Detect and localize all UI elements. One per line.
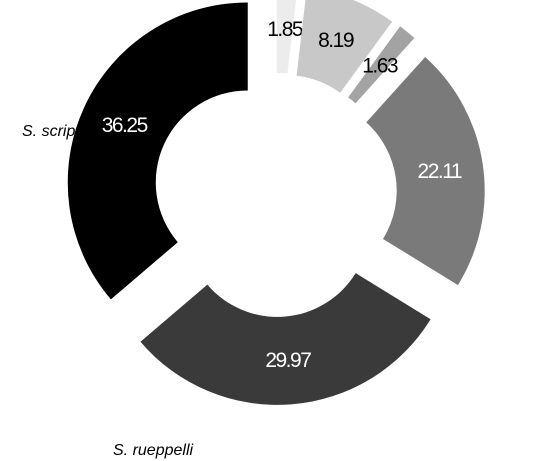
slice-label-0: 1.85 — [267, 18, 303, 41]
slice-0 — [276, 0, 297, 74]
slice-label-3: 22.11 — [418, 160, 462, 183]
slice-label-2: 1.63 — [362, 55, 398, 78]
slice-label-1: 8.19 — [318, 29, 354, 52]
slice-1 — [296, 0, 393, 93]
slice-3 — [366, 56, 485, 286]
slice-5 — [67, 2, 248, 300]
category-label-4: S. rueppelli — [113, 442, 193, 459]
slice-label-5: 36.25 — [102, 114, 148, 137]
slice-label-4: 29.97 — [265, 349, 311, 372]
slice-4 — [140, 273, 431, 405]
slice-2 — [348, 26, 415, 104]
category-label-5: S. scripta — [22, 123, 89, 140]
